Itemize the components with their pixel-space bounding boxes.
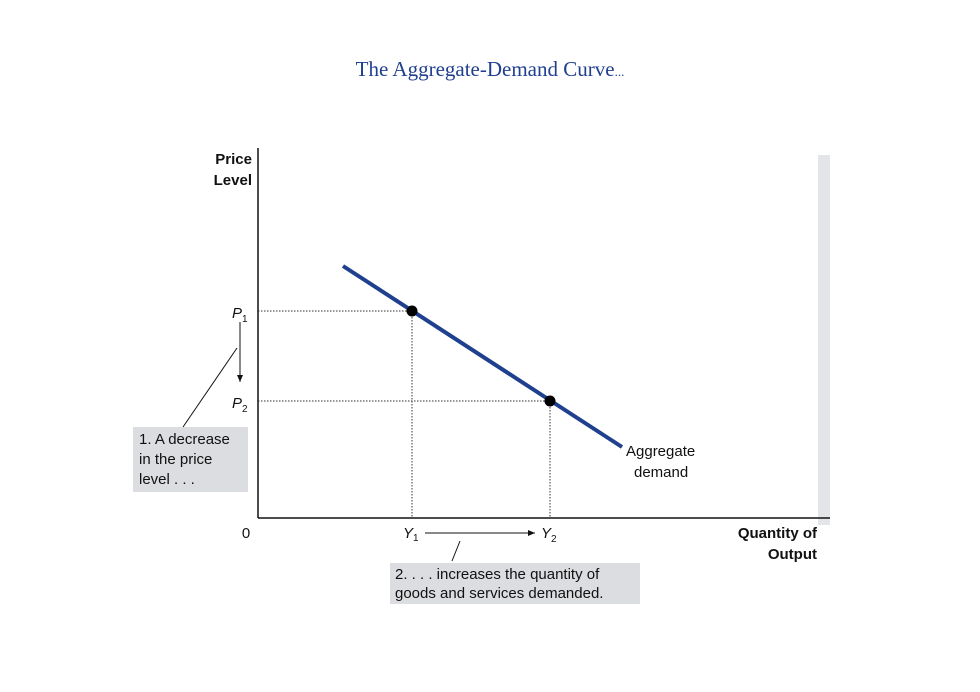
quantity-subscript: 1 xyxy=(413,533,419,544)
title: The Aggregate-Demand Curve... xyxy=(356,57,625,81)
annotation-text: 1. A decrease xyxy=(139,431,230,448)
leader-line xyxy=(182,347,238,428)
price-subscript: 1 xyxy=(242,314,248,325)
price-letter: P xyxy=(232,395,242,412)
title-suffix: ... xyxy=(615,64,625,79)
y-axis-label: Level xyxy=(214,172,252,189)
quantity-label: Y2 xyxy=(541,525,557,545)
origin-label: 0 xyxy=(242,525,250,542)
point xyxy=(406,305,418,317)
annotation-text: level . . . xyxy=(139,471,195,488)
price-subscript: 2 xyxy=(242,404,248,415)
demand-curve xyxy=(341,264,624,449)
guides xyxy=(258,310,551,518)
annotation-box xyxy=(133,427,248,492)
title-text: The Aggregate-Demand Curve xyxy=(356,57,615,81)
annotation-box xyxy=(390,563,640,604)
quantity-letter: Y xyxy=(541,525,552,542)
price-label: P1 xyxy=(232,305,248,325)
quantity-subscript: 2 xyxy=(551,534,557,545)
leader-line xyxy=(451,540,461,562)
quantity-label: Y1 xyxy=(403,525,419,544)
price-letter: P xyxy=(232,305,242,322)
quantity-letter: Y xyxy=(403,525,414,542)
price-label: P2 xyxy=(232,395,248,415)
side-band xyxy=(818,155,830,525)
curve-label: Aggregate xyxy=(626,443,695,460)
annotation-text: in the price xyxy=(139,451,212,468)
annotation-text: 2. . . . increases the quantity of xyxy=(395,566,600,583)
x-axis-label: Quantity of xyxy=(738,525,818,542)
x-axis-label: Output xyxy=(768,546,817,563)
annotation-text: goods and services demanded. xyxy=(395,585,603,602)
curve-label: demand xyxy=(634,464,688,481)
point xyxy=(544,395,556,407)
y-axis-label: Price xyxy=(215,151,252,168)
